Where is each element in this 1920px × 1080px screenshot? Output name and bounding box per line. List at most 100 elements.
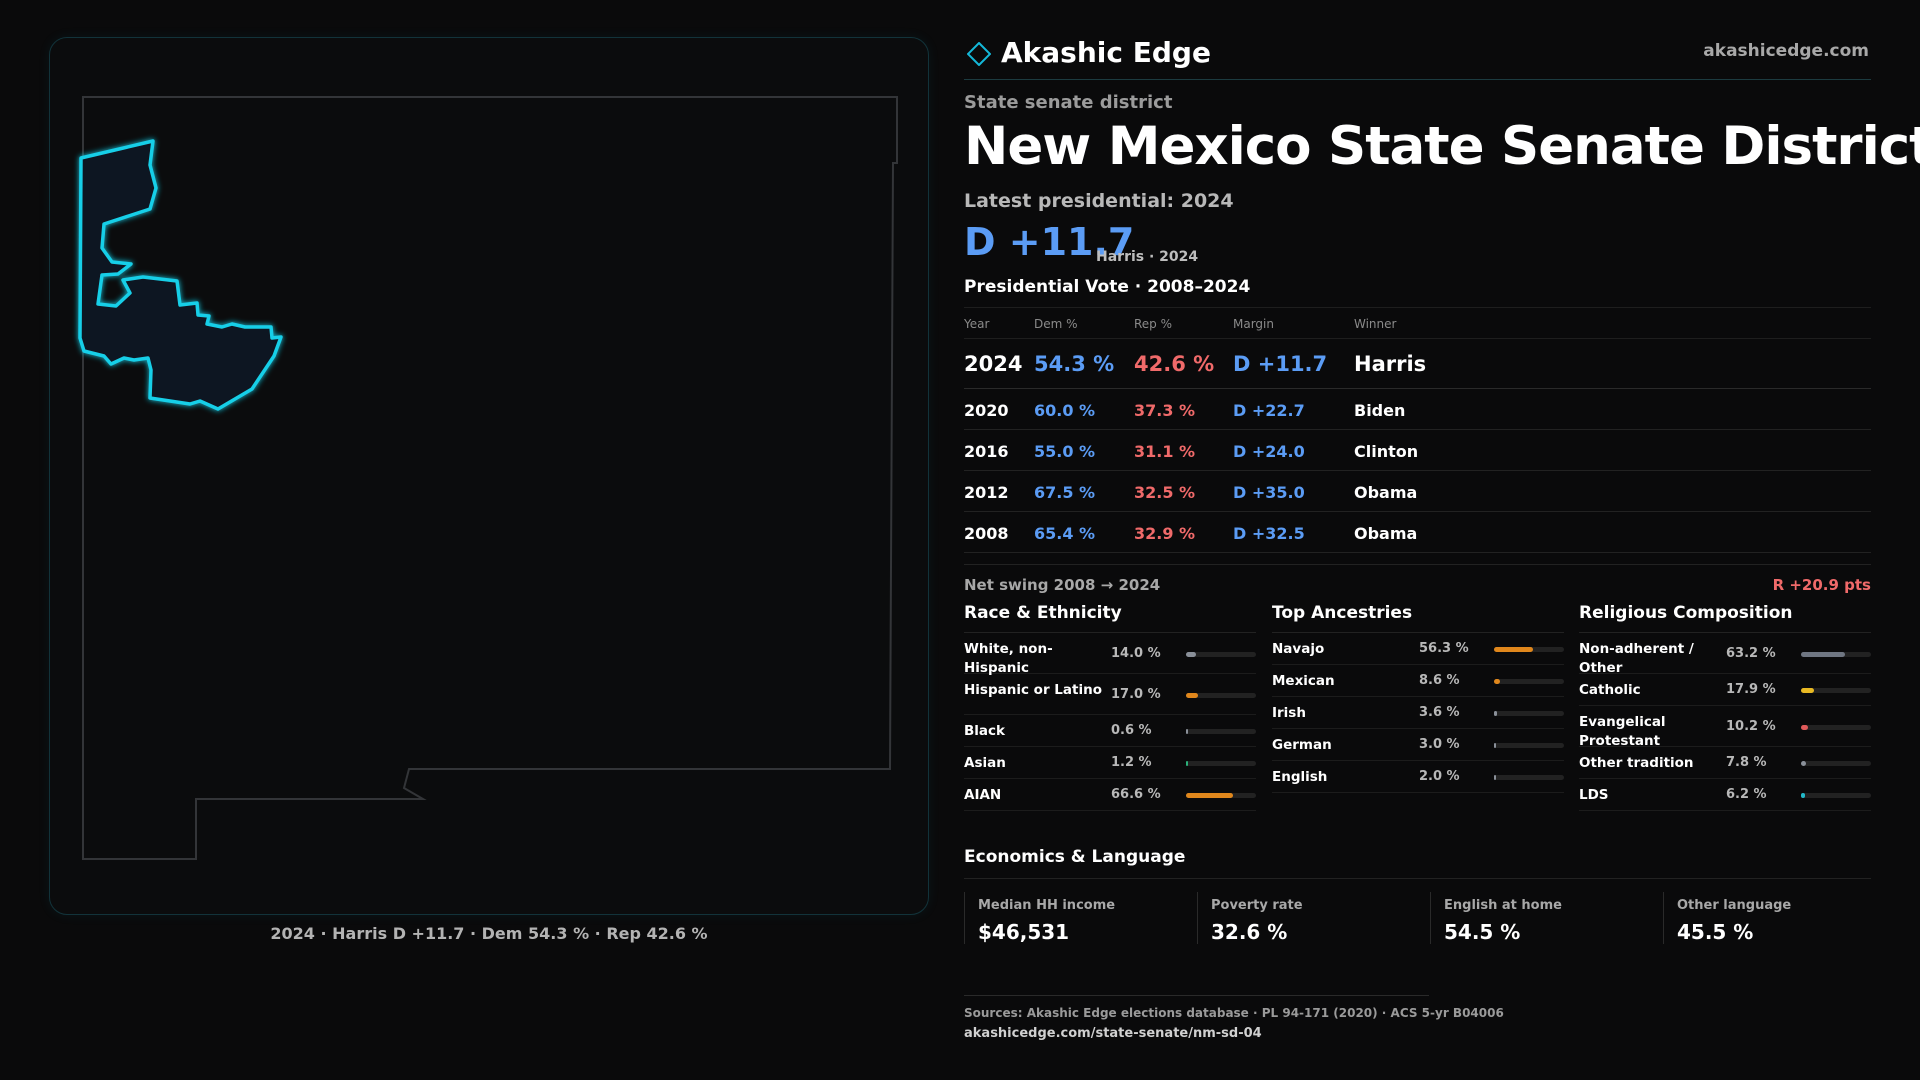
row-rep: 42.6 % — [1134, 352, 1215, 376]
divider — [964, 892, 965, 944]
item-bar-fill — [1494, 743, 1497, 748]
map-panel — [49, 37, 929, 915]
brand-bar: Akashic Edge akashicedge.com — [964, 30, 1871, 80]
row-year: 2024 — [964, 352, 1023, 376]
header-winner: Winner — [1354, 317, 1397, 331]
item-label: LDS — [1579, 787, 1609, 803]
item-bar-track — [1494, 711, 1564, 716]
row-winner: Harris — [1354, 352, 1427, 376]
divider — [1430, 892, 1431, 944]
item-label: Non-adherent / Other — [1579, 641, 1694, 676]
map-caption: 2024 · Harris D +11.7 · Dem 54.3 % · Rep… — [270, 924, 708, 943]
row-rep: 32.5 % — [1134, 483, 1196, 502]
row-margin: D +32.5 — [1233, 524, 1305, 543]
list-item: Catholic 17.9 % — [1579, 674, 1871, 706]
item-label: English — [1272, 769, 1328, 785]
presidential-vote-table: Year Dem % Rep % Margin Winner 2024 54.3… — [964, 307, 1871, 553]
table-row: 2020 60.0 % 37.3 % D +22.7 Biden — [964, 389, 1871, 430]
econ-label: English at home — [1444, 898, 1562, 913]
item-bar-track — [1494, 647, 1564, 652]
row-year: 2016 — [964, 442, 1009, 461]
row-dem: 54.3 % — [1034, 352, 1115, 376]
econ-value: 45.5 % — [1677, 920, 1754, 944]
district-shape[interactable] — [78, 139, 283, 411]
header-dem: Dem % — [1034, 317, 1078, 331]
item-bar-fill — [1801, 724, 1809, 730]
item-percent: 3.0 % — [1419, 737, 1460, 752]
row-year: 2008 — [964, 524, 1009, 543]
item-bar-track — [1801, 651, 1871, 657]
item-label: White, non-Hispanic — [964, 641, 1053, 676]
item-label: Catholic — [1579, 682, 1641, 698]
state-outline — [82, 96, 898, 860]
item-percent: 66.6 % — [1111, 787, 1161, 802]
footer-divider — [964, 995, 1429, 996]
item-percent: 3.6 % — [1419, 705, 1460, 720]
list-item: German 3.0 % — [1272, 729, 1564, 761]
latest-presidential-label: Latest presidential: 2024 — [964, 190, 1234, 212]
religion-panel: Religious Composition Non-adherent / Oth… — [1579, 603, 1871, 811]
latest-margin-candidate: Harris · 2024 — [1096, 249, 1199, 265]
econ-label: Median HH income — [978, 898, 1116, 913]
item-percent: 14.0 % — [1111, 645, 1161, 661]
row-year: 2012 — [964, 483, 1009, 502]
item-bar-fill — [1801, 761, 1807, 766]
row-winner: Obama — [1354, 524, 1418, 543]
item-label: Evangelical Protestant — [1579, 714, 1666, 749]
table-row: 2016 55.0 % 31.1 % D +24.0 Clinton — [964, 430, 1871, 471]
list-item: AIAN 66.6 % — [964, 779, 1256, 811]
footer-url[interactable]: akashicedge.com/state-senate/nm-sd-04 — [964, 1026, 1262, 1041]
ancestries-panel: Top Ancestries Navajo 56.3 % Mexican 8.6 % I… — [1272, 603, 1564, 793]
item-bar-fill — [1494, 711, 1497, 716]
divider — [1663, 892, 1664, 944]
item-percent: 63.2 % — [1726, 645, 1776, 661]
row-rep: 31.1 % — [1134, 442, 1196, 461]
econ-other-language: Other language 45.5 % — [1663, 892, 1883, 948]
item-bar-fill — [1494, 679, 1501, 684]
brand-site-link[interactable]: akashicedge.com — [1703, 41, 1869, 61]
item-percent: 1.2 % — [1111, 755, 1152, 770]
list-item: LDS 6.2 % — [1579, 779, 1871, 811]
item-percent: 17.0 % — [1111, 686, 1161, 702]
item-label: German — [1272, 737, 1332, 753]
row-dem: 67.5 % — [1034, 483, 1096, 502]
item-label: AIAN — [964, 787, 1002, 803]
item-percent: 56.3 % — [1419, 641, 1469, 656]
list-item: Navajo 56.3 % — [1272, 633, 1564, 665]
brand-name: Akashic Edge — [1001, 36, 1211, 69]
item-percent: 0.6 % — [1111, 723, 1152, 738]
header-year: Year — [964, 317, 990, 331]
row-year: 2020 — [964, 401, 1009, 420]
economics-title: Economics & Language — [964, 847, 1871, 879]
econ-value: $46,531 — [978, 920, 1070, 944]
header-margin: Margin — [1233, 317, 1274, 331]
item-percent: 7.8 % — [1726, 755, 1767, 770]
list-item: Non-adherent / Other 63.2 % — [1579, 633, 1871, 676]
religion-title: Religious Composition — [1579, 603, 1871, 633]
district-map — [78, 96, 898, 860]
item-percent: 8.6 % — [1419, 673, 1460, 688]
row-winner: Clinton — [1354, 442, 1419, 461]
item-bar-track — [1186, 651, 1256, 657]
table-row: 2024 54.3 % 42.6 % D +11.7 Harris — [964, 339, 1871, 389]
row-rep: 32.9 % — [1134, 524, 1196, 543]
item-bar-fill — [1186, 692, 1198, 698]
list-item: Hispanic or Latino 17.0 % — [964, 674, 1256, 715]
net-swing-value: R +20.9 pts — [1772, 576, 1871, 594]
item-bar-fill — [1186, 793, 1233, 798]
row-dem: 55.0 % — [1034, 442, 1096, 461]
item-bar-track — [1494, 775, 1564, 780]
item-bar-fill — [1186, 651, 1196, 657]
header-rep: Rep % — [1134, 317, 1173, 331]
list-item: Mexican 8.6 % — [1272, 665, 1564, 697]
ancestries-title: Top Ancestries — [1272, 603, 1564, 633]
table-header: Year Dem % Rep % Margin Winner — [964, 308, 1871, 339]
list-item: Evangelical Protestant 10.2 % — [1579, 706, 1871, 749]
item-percent: 10.2 % — [1726, 718, 1776, 734]
row-winner: Biden — [1354, 401, 1406, 420]
row-winner: Obama — [1354, 483, 1418, 502]
list-item: English 2.0 % — [1272, 761, 1564, 793]
table-row: 2012 67.5 % 32.5 % D +35.0 Obama — [964, 471, 1871, 512]
divider — [1197, 892, 1198, 944]
econ-label: Other language — [1677, 898, 1792, 913]
